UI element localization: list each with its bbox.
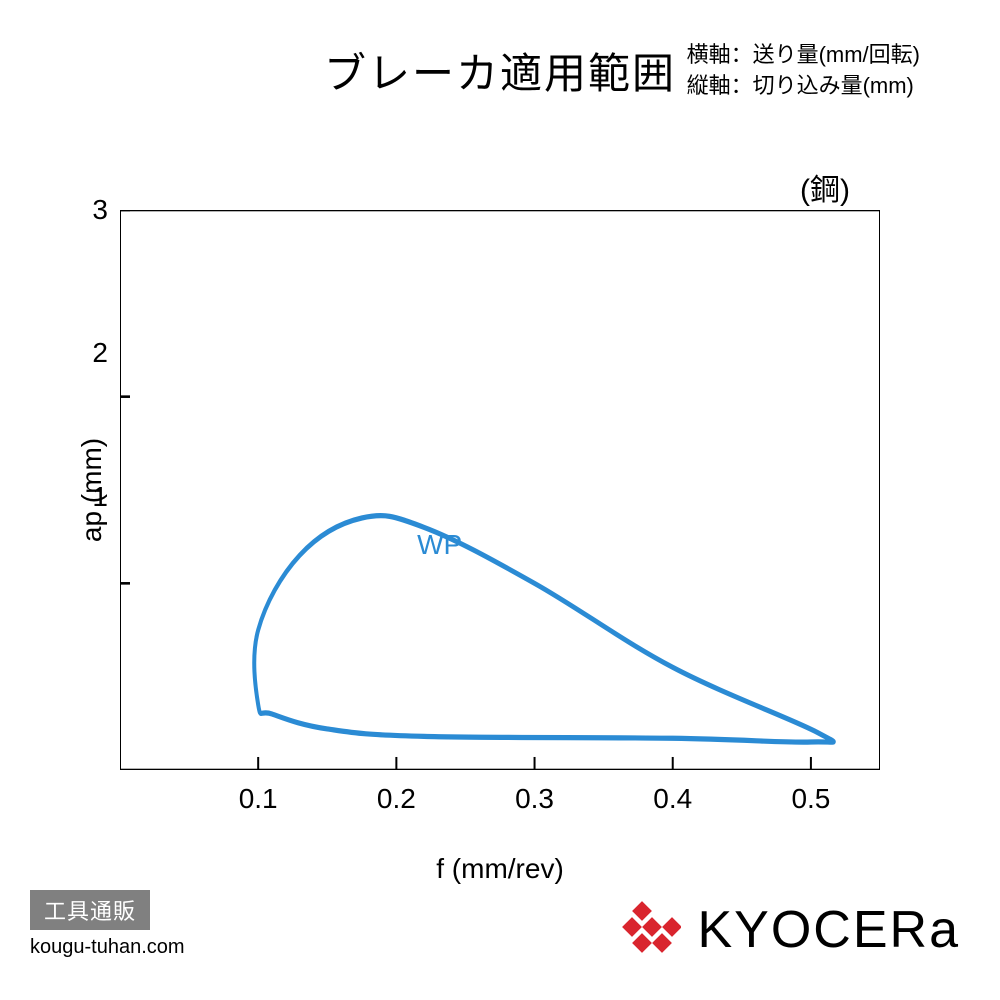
- x-tick-label: 0.2: [377, 783, 416, 815]
- y-tick-label: 1: [88, 481, 108, 513]
- plot-svg: [120, 210, 880, 770]
- brand-logo: KYOCERa: [621, 900, 960, 960]
- x-tick-label: 0.3: [515, 783, 554, 815]
- x-tick-label: 0.4: [653, 783, 692, 815]
- material-label: (鋼): [800, 165, 850, 209]
- axis-legend-y: 縦軸：切り込み量(mm): [687, 71, 920, 102]
- chart-plot-area: (鋼) ap (mm) f (mm/rev) 1230.10.20.30.40.…: [120, 210, 880, 770]
- source-badge: 工具通販: [30, 890, 150, 930]
- source-url: kougu-tuhan.com: [30, 936, 185, 959]
- y-tick-label: 2: [88, 337, 108, 369]
- region-label-wp: WP: [417, 529, 462, 561]
- brand-logo-text: KYOCERa: [697, 900, 960, 960]
- chart-title: ブレーカ適用範囲: [324, 40, 676, 101]
- kyocera-logo-icon: [621, 900, 681, 960]
- y-tick-label: 3: [88, 194, 108, 226]
- x-tick-label: 0.5: [791, 783, 830, 815]
- x-axis-label: f (mm/rev): [436, 853, 564, 885]
- x-tick-label: 0.1: [239, 783, 278, 815]
- region-wp: [254, 516, 834, 743]
- axis-legend-block: 横軸：送り量(mm/回転) 縦軸：切り込み量(mm): [687, 40, 920, 102]
- axis-legend-x: 横軸：送り量(mm/回転): [687, 40, 920, 71]
